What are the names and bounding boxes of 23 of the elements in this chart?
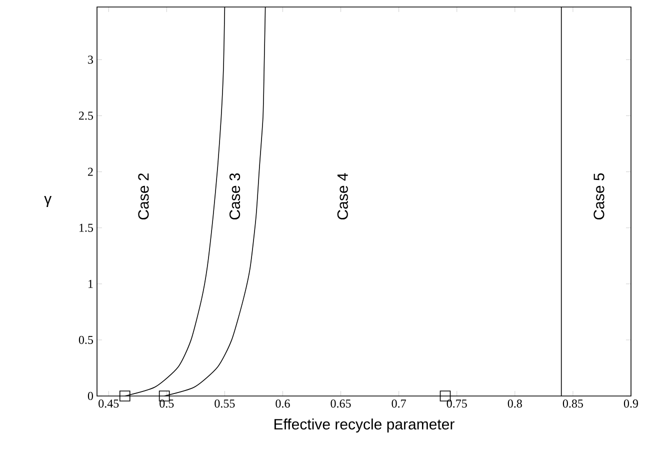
annotation: Case 2 <box>138 173 149 220</box>
y-axis-title: γ <box>44 196 52 208</box>
x-tick-label: 0.6 <box>276 400 290 408</box>
x-tick-label: 0.55 <box>214 400 235 408</box>
y-tick-label: 0 <box>88 392 94 400</box>
annotation: Case 4 <box>337 173 348 220</box>
x-tick-label: 0.9 <box>624 400 638 408</box>
x-tick-label: 0.5 <box>160 400 174 408</box>
x-tick-label: 0.85 <box>562 400 583 408</box>
y-tick-label: 1 <box>88 280 93 288</box>
annotation: Case 3 <box>229 173 240 220</box>
x-tick-label: 0.8 <box>508 400 522 408</box>
x-axis-title: Effective recycle parameter <box>274 418 454 433</box>
x-tick-label: 0.65 <box>330 400 351 408</box>
y-tick-label: 1.5 <box>80 224 94 232</box>
x-tick-label: 0.7 <box>392 400 406 408</box>
y-tick-label: 3 <box>88 56 94 64</box>
y-tick-label: 2.5 <box>79 112 94 120</box>
y-tick-label: 2 <box>88 168 93 176</box>
annotation: Case 5 <box>594 173 604 220</box>
x-tick-label: 0.75 <box>446 400 467 408</box>
x-tick-label: 0.45 <box>98 400 119 408</box>
y-tick-label: 0.5 <box>78 336 94 344</box>
